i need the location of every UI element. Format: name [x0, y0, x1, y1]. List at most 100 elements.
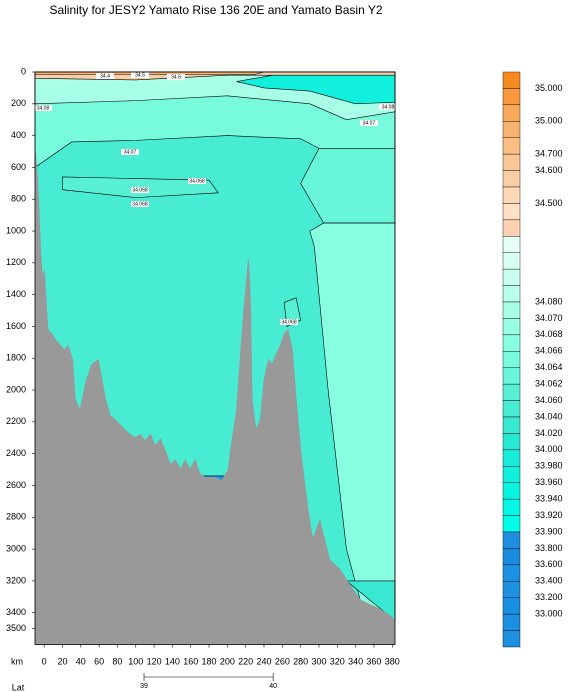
contour-label-bg	[96, 73, 114, 79]
colorbar-cell	[502, 564, 521, 582]
contour-label-bg	[121, 149, 139, 155]
colorbar-cell	[502, 71, 521, 89]
colorbar-cell	[502, 630, 521, 648]
x-tick-label: 140	[165, 656, 180, 666]
colorbar-cell	[502, 482, 521, 500]
colorbar-cell	[502, 416, 521, 434]
colorbar-label: 34.500	[535, 198, 563, 208]
colorbar-cell	[502, 219, 521, 237]
seafloor	[34, 148, 396, 621]
x-tick-label: 220	[238, 656, 253, 666]
colorbar-label: 33.940	[535, 494, 563, 504]
colorbar-label: 34.068	[535, 329, 563, 339]
x-tick-label: 240	[256, 656, 271, 666]
colorbar-label: 34.020	[535, 428, 563, 438]
contour-label-bg	[131, 187, 149, 193]
contour-label: 34.07	[124, 149, 137, 155]
contour-label: 34.068	[132, 201, 148, 207]
contour-label-bg	[188, 178, 206, 184]
contour-label-bg	[131, 72, 149, 78]
y-tick-label: 1800	[6, 353, 26, 363]
y-tick-label: 1600	[6, 321, 26, 331]
colorbar-cell	[502, 531, 521, 549]
seafloor-fill	[35, 148, 395, 645]
contour-label: 34.5	[171, 74, 181, 80]
colorbar-label: 34.064	[535, 362, 563, 372]
colorbar-label: 33.800	[535, 543, 563, 553]
x-tick-label: 340	[348, 656, 363, 666]
colorbar-cell	[502, 104, 521, 122]
x2-tick-label: 39	[140, 683, 148, 690]
colorbar-cell	[502, 170, 521, 188]
y-tick-label: 1400	[6, 289, 26, 299]
colorbar-label: 33.000	[535, 609, 563, 619]
x-tick-label: 200	[220, 656, 235, 666]
colorbar-cell	[502, 466, 521, 483]
x-tick-label: 0	[42, 656, 47, 666]
y-tick-label: 3000	[6, 543, 26, 553]
chart-title: Salinity for JESY2 Yamato Rise 136 20E a…	[49, 3, 382, 17]
contour-label: 34.08	[382, 104, 395, 110]
colorbar-label: 34.070	[535, 313, 563, 323]
colorbar-label: 34.060	[535, 395, 563, 405]
x2-tick-label: 40	[269, 683, 277, 690]
colorbar-cell	[502, 548, 521, 566]
x-tick-label: 160	[183, 656, 198, 666]
colorbar-label: 34.062	[535, 379, 563, 389]
y-tick-label: 2800	[6, 512, 26, 522]
x-tick-label: 120	[147, 656, 162, 666]
x-tick-label: 40	[76, 656, 86, 666]
colorbar-cell	[502, 498, 521, 516]
colorbar-cell	[502, 367, 521, 385]
y-tick-label: 3200	[6, 575, 26, 585]
colorbar-cell	[502, 400, 521, 418]
colorbar-label: 33.200	[535, 592, 563, 602]
colorbar-cell	[502, 597, 521, 615]
x-tick-label: 180	[202, 656, 217, 666]
y-tick-label: 2600	[6, 480, 26, 490]
contour-region	[309, 222, 396, 622]
colorbar-label: 33.920	[535, 510, 563, 520]
colorbar-label: 33.900	[535, 526, 563, 536]
contour-label: 34.4	[100, 73, 110, 79]
y-tick-label: 1200	[6, 257, 26, 267]
colorbar-cell	[502, 203, 521, 221]
x-tick-label: 280	[293, 656, 308, 666]
y-tick-label: 0	[21, 66, 26, 76]
colorbar-cell	[502, 334, 521, 352]
x2-axis-label: Lat	[12, 682, 25, 692]
colorbar-cell	[502, 268, 521, 286]
colorbar-cell	[502, 515, 521, 533]
colorbar-label: 33.600	[535, 559, 563, 569]
colorbar-label: 33.960	[535, 477, 563, 487]
x-tick-label: 100	[128, 656, 143, 666]
colorbar-cell	[502, 449, 521, 467]
contour-label: 34.068	[189, 178, 205, 184]
contour-label-bg	[34, 105, 52, 111]
contour-label-bg	[360, 120, 378, 126]
x-tick-label: 300	[311, 656, 326, 666]
colorbar-label: 35.000	[535, 83, 563, 93]
x-tick-label: 80	[112, 656, 122, 666]
x-tick-label: 320	[330, 656, 345, 666]
x-tick-label: 60	[94, 656, 104, 666]
y-tick-label: 2400	[6, 448, 26, 458]
contour-label: 34.068	[281, 319, 297, 325]
colorbar-label: 35.000	[535, 116, 563, 126]
colorbar-cell	[502, 236, 521, 253]
y-tick-label: 3400	[6, 607, 26, 617]
y-tick-label: 2200	[6, 416, 26, 426]
colorbar-cell	[502, 252, 521, 270]
x-tick-label: 260	[275, 656, 290, 666]
contour-label-bg	[167, 74, 185, 80]
contour-label-bg	[131, 201, 149, 207]
contour-label-bg	[379, 104, 397, 110]
colorbar-label: 34.700	[535, 149, 563, 159]
colorbar-cell	[502, 301, 521, 319]
colorbar-label: 33.400	[535, 576, 563, 586]
contour-label: 34.08	[37, 105, 50, 111]
colorbar-cell	[502, 351, 521, 368]
colorbar-cell	[502, 383, 521, 401]
